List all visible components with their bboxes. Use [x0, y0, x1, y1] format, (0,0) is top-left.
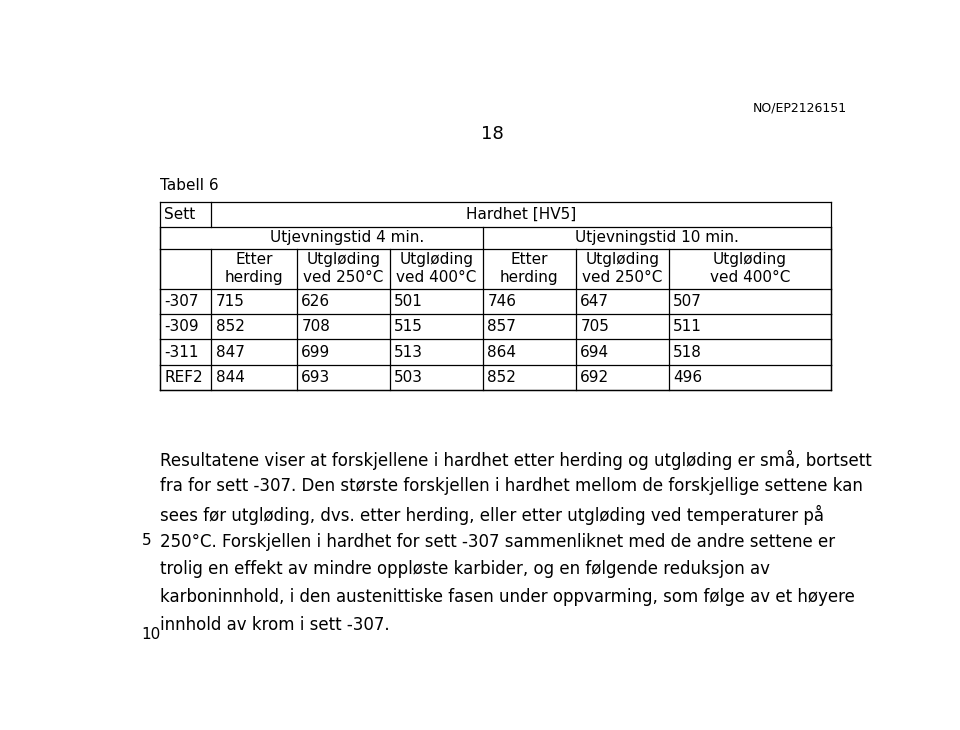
Text: 5: 5: [142, 533, 152, 548]
Text: Utjevningstid 4 min.: Utjevningstid 4 min.: [270, 230, 424, 245]
Text: 496: 496: [673, 370, 703, 385]
Text: 694: 694: [581, 345, 610, 360]
Text: 626: 626: [301, 293, 330, 309]
Text: 864: 864: [488, 345, 516, 360]
Text: 18: 18: [481, 125, 503, 142]
Text: 746: 746: [488, 293, 516, 309]
Text: REF2: REF2: [164, 370, 203, 385]
Text: Tabell 6: Tabell 6: [160, 178, 219, 193]
Text: fra for sett -307. Den største forskjellen i hardhet mellom de forskjellige sett: fra for sett -307. Den største forskjell…: [160, 477, 863, 495]
Text: -309: -309: [164, 319, 199, 334]
Text: 507: 507: [673, 293, 702, 309]
Text: NO/EP2126151: NO/EP2126151: [753, 101, 847, 115]
Text: 693: 693: [301, 370, 330, 385]
Text: -311: -311: [164, 345, 199, 360]
Text: Etter
herding: Etter herding: [225, 252, 283, 285]
Text: 715: 715: [216, 293, 245, 309]
Text: 699: 699: [301, 345, 330, 360]
Text: karboninnhold, i den austenittiske fasen under oppvarming, som følge av et høyer: karboninnhold, i den austenittiske fasen…: [160, 588, 855, 606]
Text: Sett: Sett: [164, 207, 196, 222]
Text: -307: -307: [164, 293, 199, 309]
Text: 847: 847: [216, 345, 245, 360]
Text: 10: 10: [142, 626, 161, 642]
Text: innhold av krom i sett -307.: innhold av krom i sett -307.: [160, 616, 390, 634]
Text: sees før utgløding, dvs. etter herding, eller etter utgløding ved temperaturer p: sees før utgløding, dvs. etter herding, …: [160, 505, 825, 525]
Text: 511: 511: [673, 319, 702, 334]
Text: Utgløding
ved 400°C: Utgløding ved 400°C: [396, 252, 476, 285]
Text: 501: 501: [395, 293, 423, 309]
Text: 518: 518: [673, 345, 702, 360]
Text: 844: 844: [216, 370, 245, 385]
Text: Resultatene viser at forskjellene i hardhet etter herding og utgløding er små, b: Resultatene viser at forskjellene i hard…: [160, 450, 872, 469]
Text: 513: 513: [395, 345, 423, 360]
Text: Hardhet [HV5]: Hardhet [HV5]: [467, 207, 577, 222]
Text: Utjevningstid 10 min.: Utjevningstid 10 min.: [575, 230, 739, 245]
Text: 705: 705: [581, 319, 610, 334]
Text: 852: 852: [216, 319, 245, 334]
Text: 857: 857: [488, 319, 516, 334]
Text: 708: 708: [301, 319, 330, 334]
Text: trolig en effekt av mindre oppløste karbider, og en følgende reduksjon av: trolig en effekt av mindre oppløste karb…: [160, 561, 770, 578]
Text: 852: 852: [488, 370, 516, 385]
Text: Etter
herding: Etter herding: [500, 252, 559, 285]
Text: 503: 503: [395, 370, 423, 385]
Text: Utgløding
ved 250°C: Utgløding ved 250°C: [303, 252, 383, 285]
Text: 692: 692: [581, 370, 610, 385]
Text: 647: 647: [581, 293, 610, 309]
Text: 515: 515: [395, 319, 423, 334]
Text: 250°C. Forskjellen i hardhet for sett -307 sammenliknet med de andre settene er: 250°C. Forskjellen i hardhet for sett -3…: [160, 533, 835, 550]
Text: Utgløding
ved 250°C: Utgløding ved 250°C: [582, 252, 662, 285]
Text: Utgløding
ved 400°C: Utgløding ved 400°C: [709, 252, 790, 285]
